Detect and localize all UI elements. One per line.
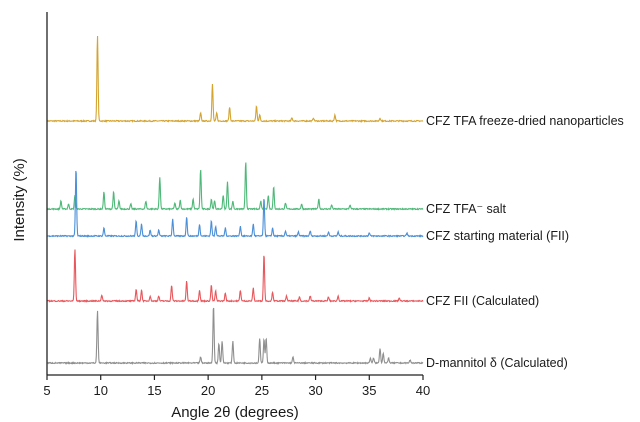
- x-axis-ticks: 5 10 15 20 25 30 35 40: [43, 375, 430, 398]
- series-label-3: CFZ starting material (FII): [426, 229, 569, 243]
- series-label-2: CFZ TFA⁻ salt: [426, 202, 507, 216]
- trace-5: [46, 307, 424, 365]
- trace-3: [46, 170, 424, 238]
- series-label-5: D-mannitol δ (Calculated): [426, 356, 568, 370]
- x-tick-label-20: 20: [201, 383, 215, 398]
- y-axis-title: Intensity (%): [11, 158, 28, 241]
- series-label-1: CFZ TFA freeze-dried nanoparticles: [426, 114, 624, 128]
- traces-group: [46, 35, 424, 365]
- x-tick-label-10: 10: [93, 383, 107, 398]
- trace-2: [46, 162, 424, 211]
- x-axis-title: Angle 2θ (degrees): [171, 404, 299, 421]
- x-tick-label-25: 25: [255, 383, 269, 398]
- series-label-4: CFZ FII (Calculated): [426, 294, 539, 308]
- x-tick-label-5: 5: [43, 383, 50, 398]
- trace-1: [46, 35, 424, 124]
- x-tick-label-15: 15: [147, 383, 161, 398]
- trace-4: [46, 249, 424, 303]
- x-tick-label-35: 35: [362, 383, 376, 398]
- x-tick-label-40: 40: [416, 383, 430, 398]
- x-tick-label-30: 30: [308, 383, 322, 398]
- series-labels: CFZ TFA freeze-dried nanoparticles CFZ TF…: [426, 114, 624, 370]
